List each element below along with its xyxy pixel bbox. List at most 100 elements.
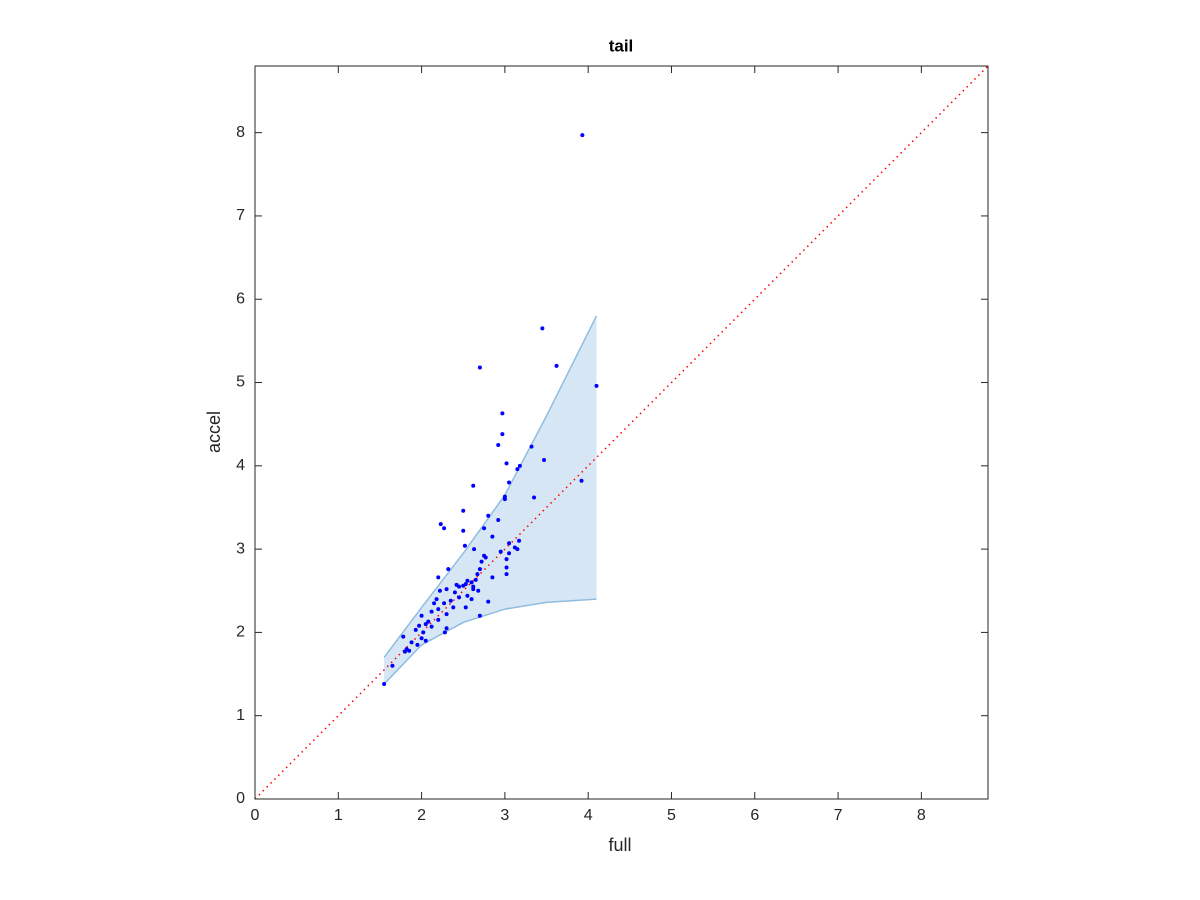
point [496,442,501,447]
point [382,682,387,687]
point [471,587,476,592]
point [594,383,599,388]
point [402,649,407,654]
reference-line [254,65,989,800]
chart-title: tail [609,36,634,55]
point [532,495,537,500]
point [504,572,509,577]
point [473,577,478,582]
point [421,630,426,635]
point [500,411,505,416]
y-tick-label: 6 [236,290,245,307]
point [529,444,534,449]
y-tick-label: 0 [236,790,245,807]
x-axis-label: full [608,835,631,855]
point [419,636,424,641]
point [452,590,457,595]
point [490,575,495,580]
point [407,648,412,653]
point [436,607,441,612]
point [554,363,559,368]
x-tick-label: 2 [417,807,426,824]
point [442,630,447,635]
point [496,517,501,522]
point [465,593,470,598]
point [436,617,441,622]
point [540,326,545,331]
point [432,601,437,606]
band-lower-edge [383,598,597,685]
point [409,640,414,645]
point [436,575,441,580]
point [504,461,509,466]
point [477,613,482,618]
point [476,588,481,593]
band-fill [384,315,597,685]
point [437,588,442,593]
x-tick-label: 1 [334,807,343,824]
point [444,626,449,631]
point [462,543,467,548]
point [472,547,477,552]
point [515,547,520,552]
point [442,601,447,606]
point [507,480,512,485]
point [413,627,418,632]
point [417,623,422,628]
point [542,457,547,462]
point [500,432,505,437]
point [401,634,406,639]
point [419,613,424,618]
x-tick-label: 5 [667,807,676,824]
y-tick-label: 2 [236,624,245,641]
x-tick-label: 7 [834,807,843,824]
point [429,609,434,614]
point [434,597,439,602]
point [442,526,447,531]
axes-box [254,65,989,800]
point [461,508,466,513]
point [426,619,431,624]
point [502,497,507,502]
y-tick-label: 5 [236,374,245,391]
point [423,622,428,627]
point [504,557,509,562]
point [482,526,487,531]
point [444,612,449,617]
x-tick-label: 6 [750,807,759,824]
band-upper-edge [383,315,598,658]
point [580,133,585,138]
point [479,559,484,564]
point [507,541,512,546]
y-tick-label: 1 [236,707,245,724]
point [390,663,395,668]
x-tick-label: 0 [251,807,260,824]
point [517,463,522,468]
point [469,597,474,602]
y-tick-label: 8 [236,124,245,141]
point [517,538,522,543]
x-tick-label: 3 [500,807,509,824]
point [477,567,482,572]
point [515,467,520,472]
point [446,567,451,572]
point [438,522,443,527]
point [471,483,476,488]
x-tick-label: 4 [584,807,593,824]
point [469,580,474,585]
point [448,598,453,603]
point [423,638,428,643]
point [457,584,462,589]
point [465,578,470,583]
point [444,587,449,592]
point [451,605,456,610]
point [498,549,503,554]
point [457,595,462,600]
point [429,624,434,629]
y-tick-label: 7 [236,207,245,224]
point [490,534,495,539]
point [507,551,512,556]
point [579,478,584,483]
point [504,565,509,570]
